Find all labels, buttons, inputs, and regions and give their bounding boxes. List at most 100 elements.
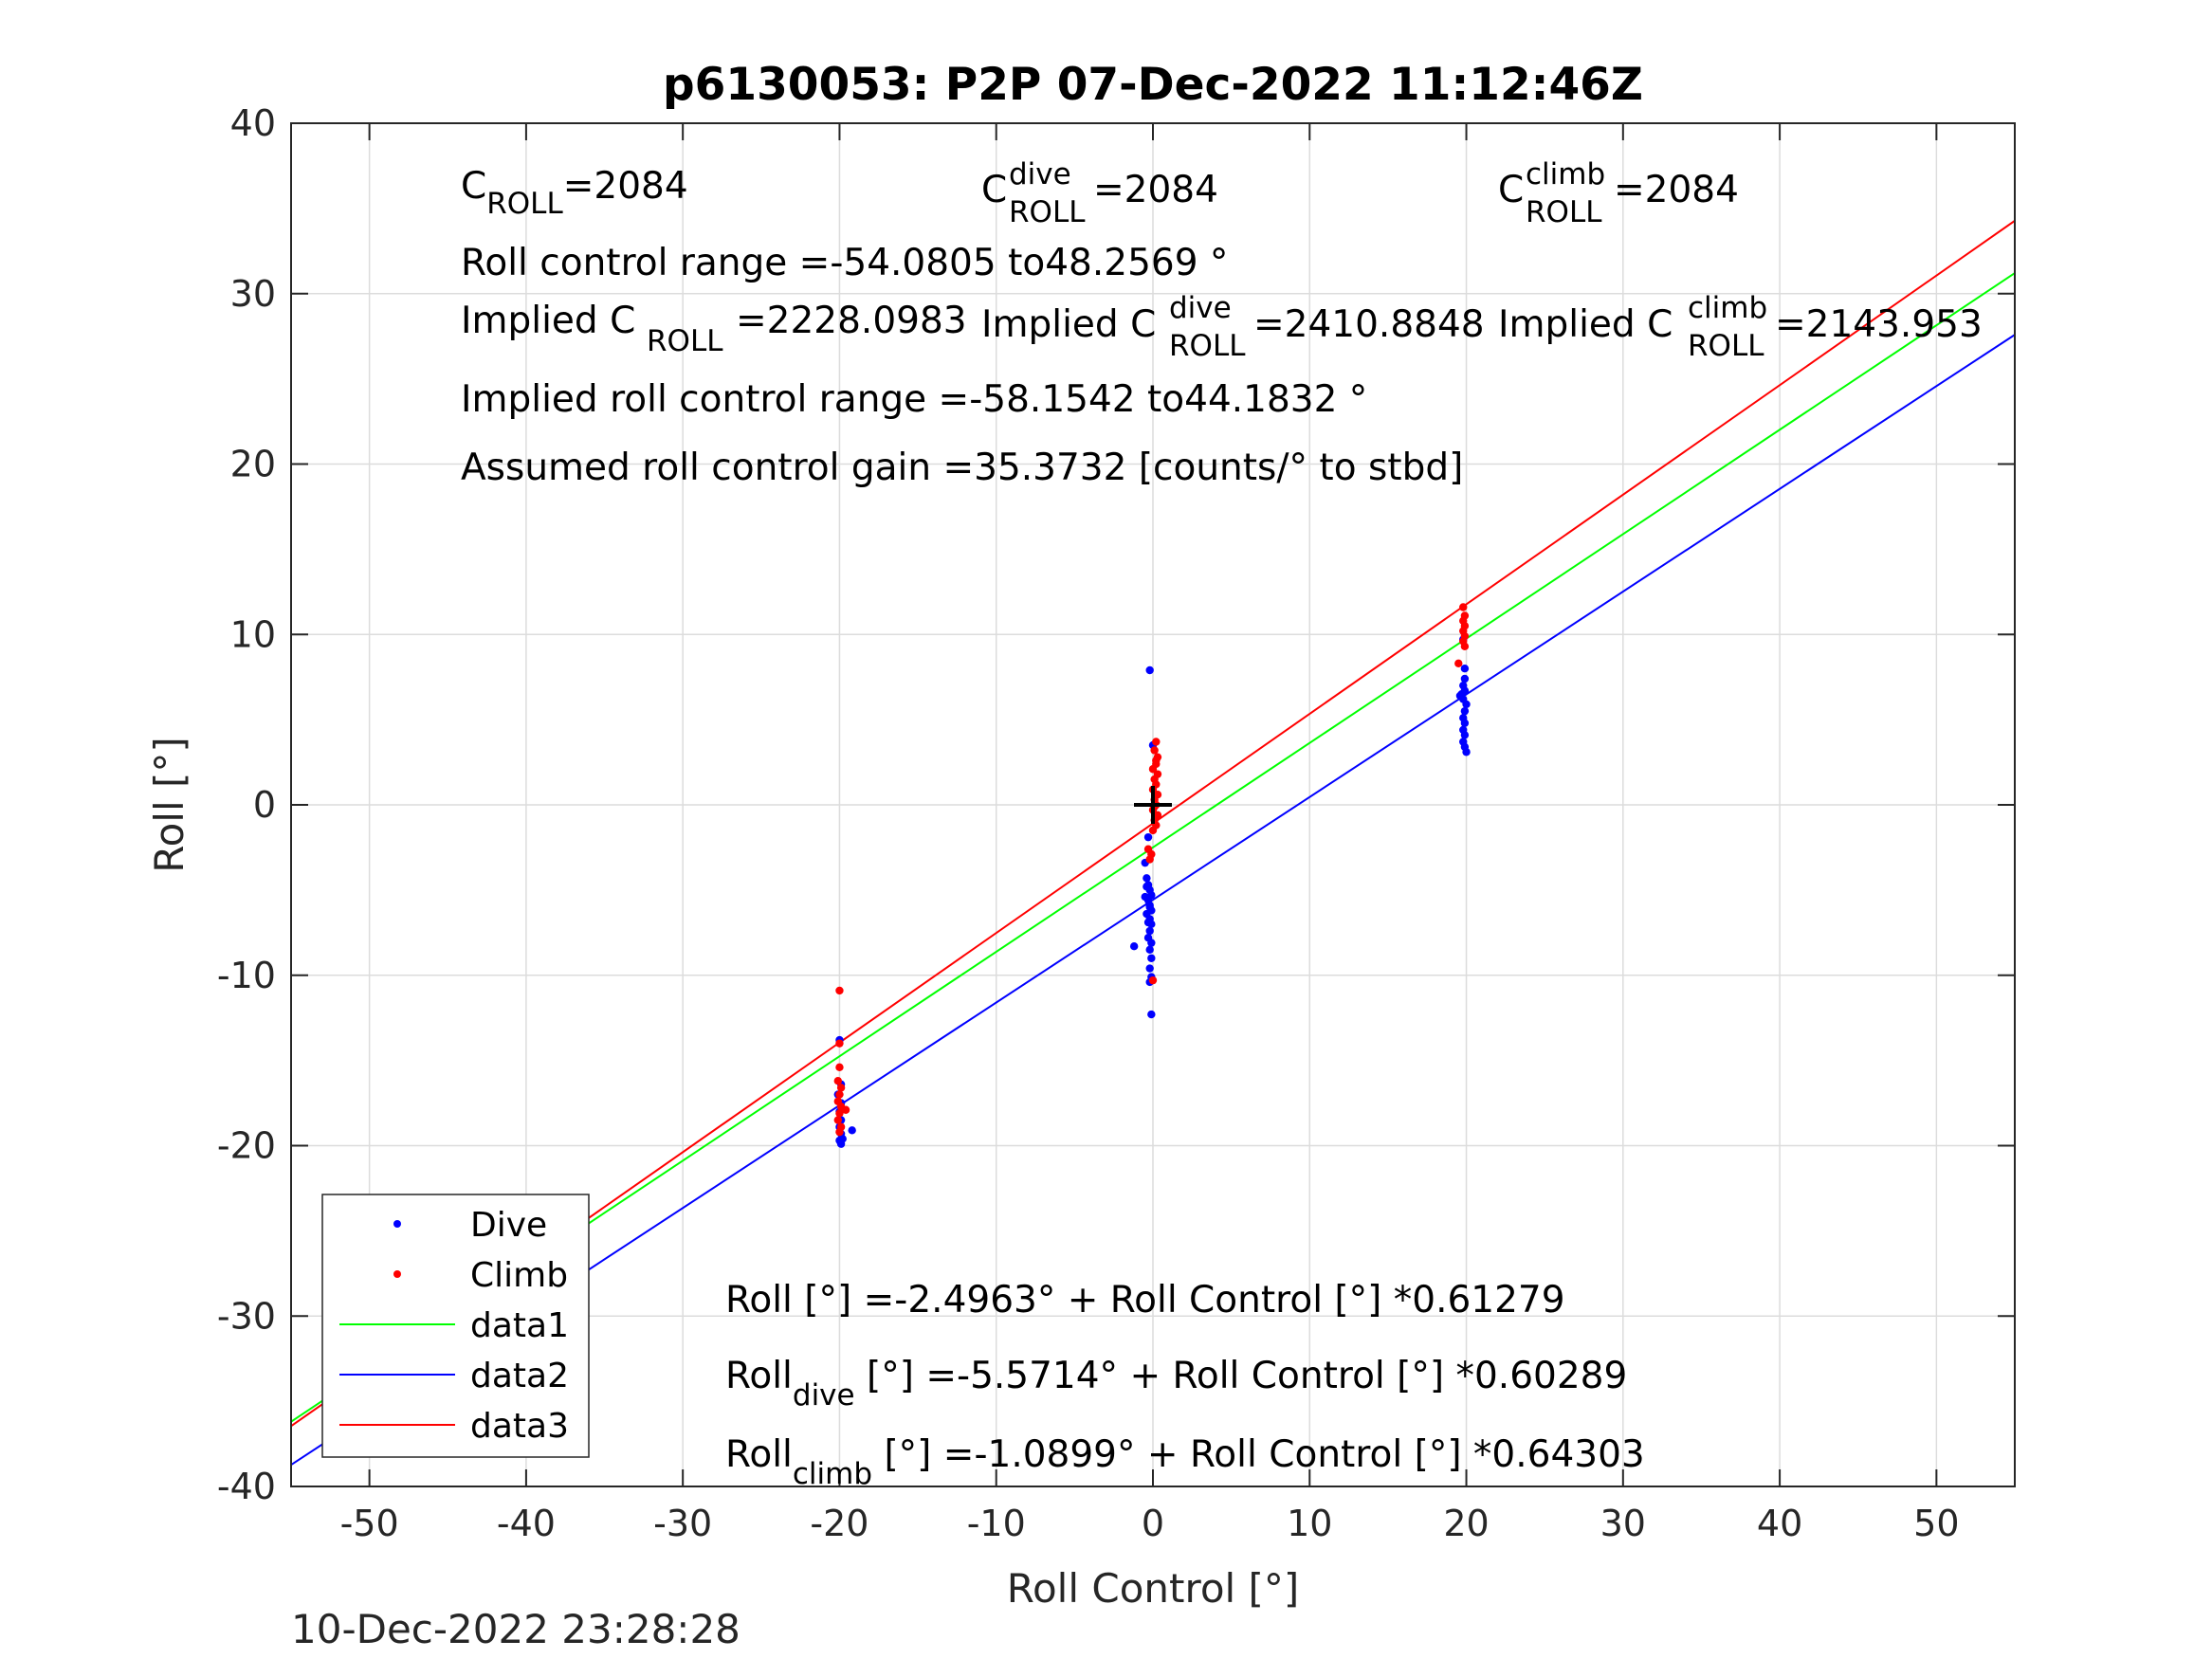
croll-annotation: CROLL=2084 bbox=[461, 165, 688, 221]
svg-text:C: C bbox=[981, 169, 1007, 211]
point-climb bbox=[835, 1063, 844, 1072]
point-dive bbox=[1460, 731, 1470, 739]
point-climb bbox=[836, 1084, 846, 1092]
point-dive bbox=[1141, 892, 1149, 902]
implied-croll-dive-annotation: Implied C dive ROLL =2410.8848 bbox=[981, 291, 1485, 363]
y-axis-label: Roll [°] bbox=[146, 737, 192, 872]
svg-text:ROLL: ROLL bbox=[647, 324, 723, 358]
point-dive bbox=[1147, 1010, 1156, 1019]
point-climb bbox=[835, 986, 844, 995]
point-climb bbox=[835, 1090, 844, 1099]
y-tick-label: 40 bbox=[230, 102, 276, 144]
point-climb bbox=[833, 1076, 843, 1085]
svg-text:dive: dive bbox=[1009, 157, 1071, 191]
svg-text:=2228.0983: =2228.0983 bbox=[736, 300, 967, 342]
point-dive bbox=[1143, 874, 1151, 883]
point-dive bbox=[1462, 748, 1471, 757]
point-climb bbox=[835, 1127, 844, 1137]
x-axis-label: Roll Control [°] bbox=[1007, 1565, 1300, 1612]
point-dive bbox=[1455, 691, 1465, 701]
point-dive bbox=[1147, 954, 1156, 962]
point-climb bbox=[835, 1109, 844, 1118]
x-tick-label: 30 bbox=[1600, 1503, 1646, 1544]
svg-text:=2084: =2084 bbox=[1093, 169, 1218, 211]
origin-marker bbox=[1134, 786, 1172, 824]
x-tick-label: 0 bbox=[1142, 1503, 1164, 1544]
roll-control-range: Roll control range =-54.0805 to48.2569 ° bbox=[461, 242, 1228, 284]
point-climb bbox=[1459, 603, 1468, 611]
y-tick-label: -10 bbox=[217, 955, 276, 996]
svg-text:Implied C: Implied C bbox=[461, 300, 635, 342]
axis-ticks: -50 -40 -30 -20 -10 0 10 20 30 40 50 -40 -30 -20 -10 0 1… bbox=[217, 102, 2015, 1544]
legend-label-climb: Climb bbox=[470, 1256, 568, 1295]
x-tick-label: -30 bbox=[653, 1503, 712, 1544]
svg-text:dive: dive bbox=[1169, 291, 1232, 325]
x-tick-label: 10 bbox=[1287, 1503, 1332, 1544]
svg-text:ROLL: ROLL bbox=[1526, 195, 1602, 229]
x-tick-label: 20 bbox=[1443, 1503, 1489, 1544]
point-climb bbox=[833, 1116, 843, 1124]
point-dive bbox=[1145, 926, 1154, 936]
timestamp: 10-Dec-2022 23:28:28 bbox=[291, 1606, 740, 1652]
point-climb bbox=[1148, 975, 1158, 985]
implied-roll-control-range: Implied roll control range =-58.1542 to4… bbox=[461, 378, 1367, 421]
point-dive bbox=[1460, 706, 1470, 716]
svg-text:C: C bbox=[1498, 169, 1524, 211]
point-dive bbox=[1147, 939, 1156, 947]
point-climb bbox=[1152, 757, 1161, 765]
svg-text:Implied C: Implied C bbox=[1498, 303, 1673, 346]
point-dive bbox=[1145, 945, 1154, 954]
y-tick-label: 10 bbox=[230, 613, 276, 655]
svg-text:=2410.8848: =2410.8848 bbox=[1253, 303, 1485, 346]
fit-equation-all: Roll [°] =-2.4963° + Roll Control [°] *0… bbox=[725, 1279, 1565, 1322]
point-dive bbox=[1462, 700, 1471, 709]
svg-text:ROLL: ROLL bbox=[1169, 329, 1246, 363]
svg-text:=2143.953: =2143.953 bbox=[1775, 303, 1983, 346]
point-climb bbox=[1150, 746, 1159, 755]
y-tick-label: -30 bbox=[217, 1295, 276, 1337]
legend-label-data1: data1 bbox=[470, 1306, 569, 1345]
implied-croll-climb-annotation: Implied C climb ROLL =2143.953 bbox=[1498, 291, 1983, 363]
legend-label-data2: data2 bbox=[470, 1357, 569, 1395]
legend-label-dive: Dive bbox=[470, 1206, 547, 1245]
legend-marker-climb bbox=[393, 1270, 401, 1278]
implied-croll-annotation: Implied C ROLL =2228.0983 bbox=[461, 300, 967, 358]
point-dive bbox=[1145, 665, 1154, 675]
svg-text:ROLL: ROLL bbox=[1688, 329, 1764, 363]
point-dive bbox=[1145, 902, 1154, 912]
legend-box bbox=[321, 1194, 590, 1458]
svg-text:climb: climb bbox=[1526, 157, 1605, 191]
point-climb bbox=[1148, 826, 1158, 835]
x-tick-label: 50 bbox=[1913, 1503, 1959, 1544]
point-dive bbox=[1143, 832, 1153, 842]
x-tick-label: -20 bbox=[810, 1503, 868, 1544]
point-dive bbox=[1460, 665, 1470, 673]
point-dive bbox=[1460, 674, 1470, 684]
x-tick-label: 40 bbox=[1757, 1503, 1802, 1544]
legend: Dive Climb data1 data2 data3 bbox=[321, 1194, 590, 1458]
assumed-roll-gain: Assumed roll control gain =35.3732 [coun… bbox=[461, 447, 1463, 489]
point-dive bbox=[1143, 918, 1153, 927]
svg-text:=2084: =2084 bbox=[1614, 169, 1739, 211]
point-dive bbox=[1129, 941, 1139, 951]
svg-text:ROLL: ROLL bbox=[1009, 195, 1086, 229]
point-dive bbox=[1143, 883, 1151, 891]
svg-text:Implied C: Implied C bbox=[981, 303, 1156, 346]
point-dive bbox=[848, 1126, 856, 1135]
y-tick-label: 30 bbox=[230, 273, 276, 315]
point-climb bbox=[1460, 642, 1470, 651]
point-dive bbox=[835, 1136, 844, 1145]
point-climb bbox=[1454, 659, 1463, 668]
point-climb bbox=[841, 1105, 850, 1114]
point-dive bbox=[1460, 719, 1470, 727]
point-climb bbox=[1145, 855, 1154, 864]
data-points bbox=[833, 603, 1471, 1148]
fit-equation-dive: Rolldive [°] =-5.5714° + Roll Control [°… bbox=[725, 1355, 1627, 1413]
point-dive bbox=[1145, 964, 1154, 973]
y-tick-label: -40 bbox=[217, 1466, 276, 1507]
legend-marker-dive bbox=[393, 1220, 401, 1228]
croll-dive-annotation: C dive ROLL =2084 bbox=[981, 157, 1218, 229]
croll-climb-annotation: C climb ROLL =2084 bbox=[1498, 157, 1739, 229]
y-tick-label: 20 bbox=[230, 444, 276, 485]
y-tick-label: -20 bbox=[217, 1125, 276, 1167]
